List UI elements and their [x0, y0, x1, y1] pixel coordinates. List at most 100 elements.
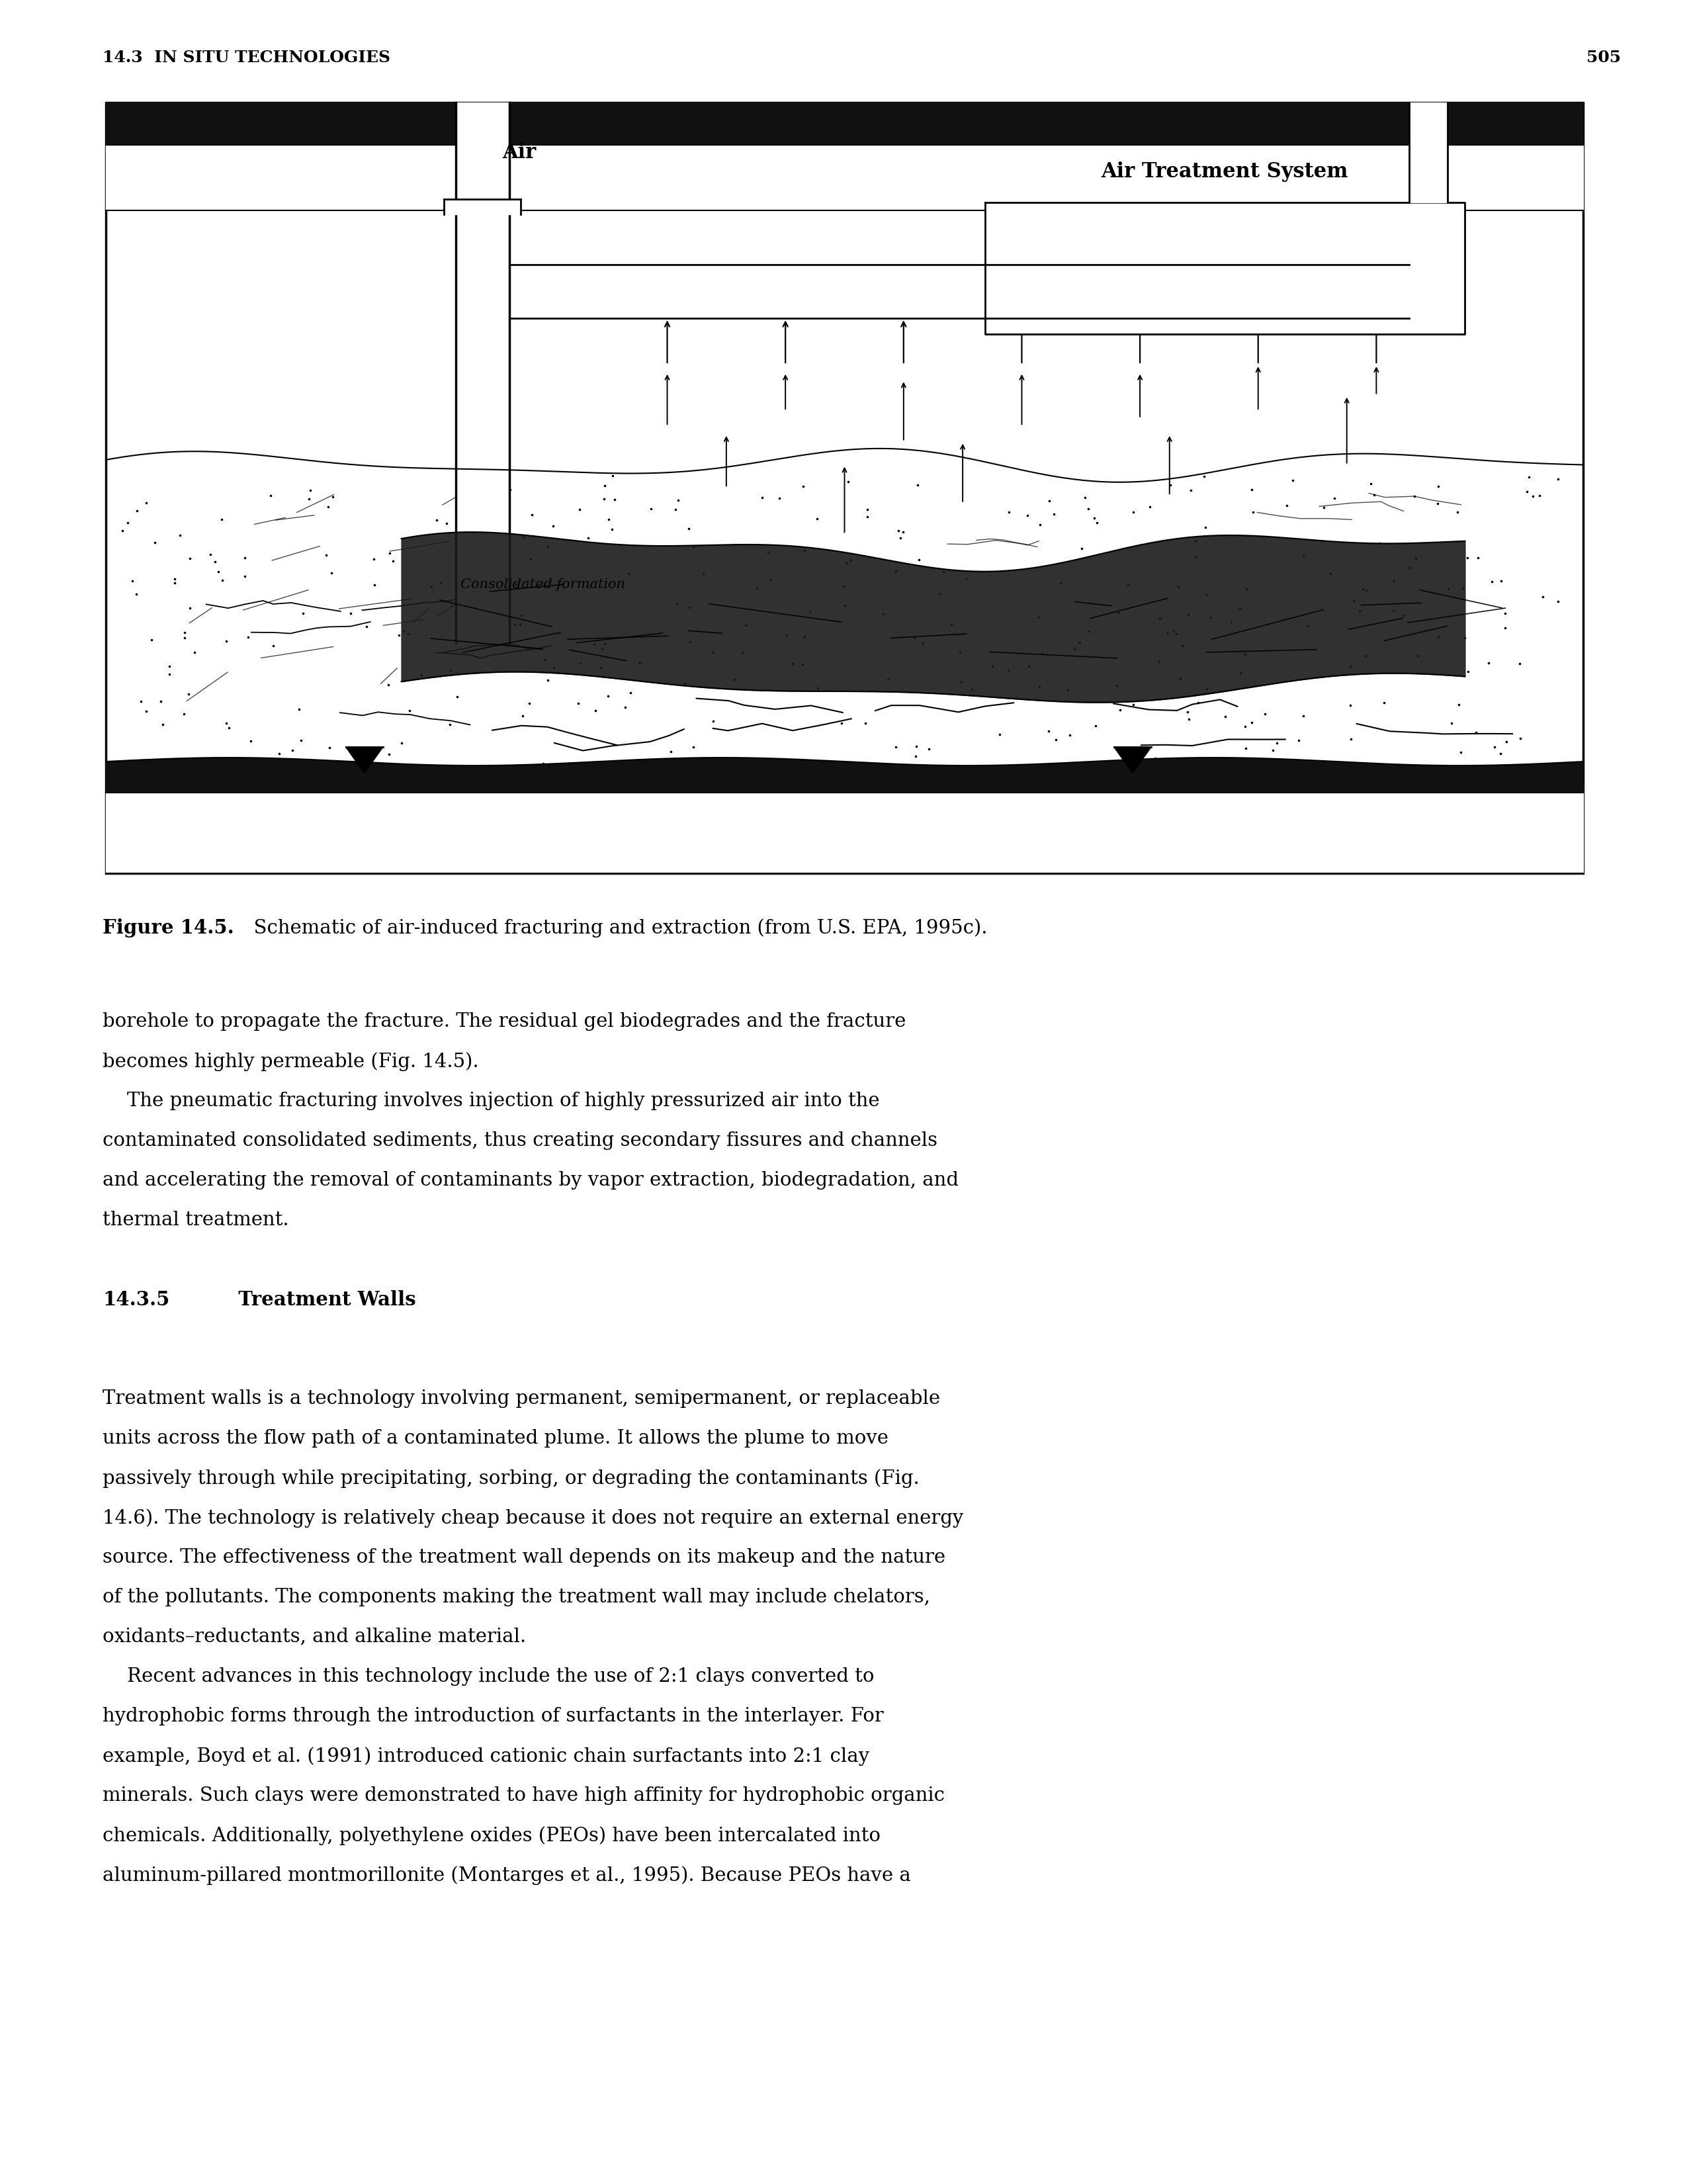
Point	[831, 568, 858, 603]
Point	[1380, 594, 1407, 629]
Point	[1069, 531, 1096, 566]
Point	[1529, 579, 1556, 614]
Point	[937, 607, 964, 642]
Point	[422, 502, 449, 537]
Point	[1449, 570, 1476, 605]
Point	[1358, 467, 1385, 502]
Point	[285, 692, 312, 727]
Point	[588, 651, 615, 686]
Point	[1096, 753, 1123, 788]
Point	[1165, 570, 1192, 605]
Text: thermal treatment.: thermal treatment.	[103, 1210, 289, 1230]
Point	[375, 736, 402, 771]
Point	[743, 570, 770, 605]
Point	[1015, 649, 1042, 684]
Point	[1027, 507, 1054, 542]
Point	[676, 590, 703, 625]
Point	[1083, 505, 1110, 539]
Point	[1474, 646, 1502, 681]
Point	[449, 553, 476, 587]
Point	[1238, 705, 1265, 740]
Point	[110, 513, 137, 548]
Point	[257, 478, 284, 513]
Point	[1025, 601, 1052, 636]
Point	[833, 546, 860, 581]
Point	[1493, 725, 1520, 760]
Point	[591, 627, 618, 662]
Text: Consolidated formation: Consolidated formation	[461, 579, 625, 590]
Point	[1341, 583, 1368, 618]
Point	[1103, 668, 1130, 703]
Point	[1285, 723, 1312, 758]
Point	[1395, 751, 1422, 786]
Point	[851, 762, 878, 797]
Point	[1076, 614, 1103, 649]
Point	[1042, 723, 1069, 758]
Point	[503, 568, 530, 603]
Point	[515, 686, 542, 721]
Point	[1157, 467, 1184, 502]
Point	[1056, 719, 1083, 753]
Text: aluminum-pillared montmorillonite (Montarges et al., 1995). Because PEOs have a: aluminum-pillared montmorillonite (Monta…	[103, 1865, 910, 1885]
Point	[986, 716, 1013, 751]
Point	[1192, 670, 1219, 705]
Point	[508, 699, 535, 734]
Point	[790, 620, 817, 655]
Point	[1463, 714, 1490, 749]
Point	[1081, 708, 1108, 743]
Point	[176, 590, 203, 625]
Point	[213, 705, 240, 740]
Point	[1397, 550, 1424, 585]
Point	[236, 723, 263, 758]
Point	[595, 679, 622, 714]
Point	[598, 511, 625, 546]
Point	[1370, 686, 1397, 721]
Point	[902, 738, 929, 773]
Point	[757, 563, 784, 598]
Text: borehole to propagate the fracture. The residual gel biodegrades and the fractur: borehole to propagate the fracture. The …	[103, 1011, 905, 1031]
Point	[1198, 601, 1225, 636]
Point	[417, 570, 444, 605]
Point	[1491, 596, 1518, 631]
Point	[1353, 572, 1380, 607]
Point	[397, 692, 424, 727]
Point	[127, 684, 154, 719]
Point	[1231, 708, 1258, 743]
Point	[789, 646, 816, 681]
Point	[1263, 760, 1290, 795]
Point	[316, 729, 343, 764]
Point	[1098, 747, 1125, 782]
Text: oxidants–reductants, and alkaline material.: oxidants–reductants, and alkaline materi…	[103, 1627, 525, 1647]
Point	[508, 598, 535, 633]
Point	[1145, 644, 1172, 679]
Point	[395, 616, 422, 651]
Point	[1240, 496, 1267, 531]
Point	[361, 568, 388, 603]
Point	[1515, 459, 1542, 494]
Point	[855, 500, 882, 535]
Point	[900, 620, 927, 655]
Point	[1263, 725, 1290, 760]
Polygon shape	[346, 747, 383, 773]
Point	[529, 747, 556, 782]
Point	[1321, 480, 1348, 515]
Text: and accelerating the removal of contaminants by vapor extraction, biodegradation: and accelerating the removal of contamin…	[103, 1171, 959, 1190]
Point	[640, 743, 667, 778]
Text: Air: Air	[502, 142, 537, 164]
Point	[616, 675, 644, 710]
Point	[627, 646, 654, 681]
Point	[1424, 618, 1451, 653]
Point	[265, 736, 292, 771]
Point	[1350, 572, 1377, 607]
Point	[699, 703, 726, 738]
Point	[689, 557, 716, 592]
Point	[953, 561, 980, 596]
Point	[1248, 751, 1275, 786]
Point	[1454, 655, 1481, 690]
Point	[1311, 489, 1338, 524]
Point	[436, 708, 463, 743]
Point	[1218, 605, 1245, 640]
Point	[155, 657, 182, 692]
Point	[591, 570, 618, 605]
Point	[118, 563, 145, 598]
